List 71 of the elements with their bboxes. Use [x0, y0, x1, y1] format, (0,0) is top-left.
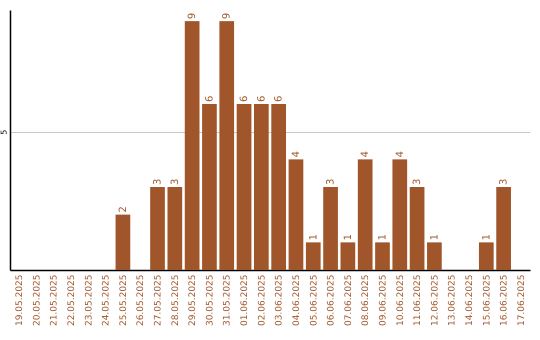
x-tick-label: 19.05.2025 — [15, 274, 26, 326]
bar — [427, 242, 442, 270]
bar — [340, 242, 356, 270]
x-tick-label: 01.06.2025 — [240, 274, 250, 326]
x-tick-label: 02.06.2025 — [257, 274, 268, 326]
data-label: 1 — [481, 234, 492, 240]
data-label: 6 — [274, 96, 285, 102]
data-label: 3 — [326, 178, 337, 186]
bar — [392, 159, 408, 270]
bar — [358, 159, 373, 270]
x-tick-label: 16.06.2025 — [500, 274, 510, 326]
x-tick-label: 06.06.2025 — [326, 274, 337, 326]
x-tick-label: 27.05.2025 — [154, 274, 164, 326]
bar — [150, 187, 165, 270]
bar — [306, 242, 321, 270]
x-tick-label: 24.05.2025 — [102, 274, 112, 326]
data-label: 6 — [204, 96, 216, 102]
x-tick-label: 09.06.2025 — [378, 274, 388, 326]
x-tick-label: 17.06.2025 — [516, 274, 527, 326]
x-tick-label: 07.06.2025 — [344, 274, 354, 326]
bar — [167, 187, 182, 270]
x-tick-label: 29.05.2025 — [188, 274, 198, 326]
bar — [271, 104, 286, 270]
x-tick-label: 31.05.2025 — [222, 274, 233, 326]
data-label: 4 — [394, 150, 406, 158]
x-tick-label: 30.05.2025 — [205, 274, 216, 326]
x-tick-label: 05.06.2025 — [309, 274, 320, 326]
x-tick-label: 08.06.2025 — [361, 274, 372, 326]
x-tick-label: 14.06.2025 — [465, 274, 475, 326]
bar — [219, 21, 234, 270]
data-label: 1 — [377, 234, 388, 240]
x-tick-label: 10.06.2025 — [396, 274, 406, 326]
data-label: 3 — [152, 178, 164, 186]
data-label: 3 — [412, 178, 424, 186]
x-tick-label: 13.06.2025 — [448, 274, 458, 326]
data-label: 1 — [429, 234, 440, 240]
data-label: 6 — [256, 96, 268, 102]
x-tick-label: 25.05.2025 — [118, 274, 129, 326]
data-label: 2 — [118, 206, 129, 213]
x-tick-label: 21.05.2025 — [50, 274, 60, 326]
data-label: 9 — [222, 12, 233, 20]
bar — [254, 104, 269, 270]
bar — [184, 21, 200, 270]
data-label: 6 — [239, 96, 250, 102]
data-label: 1 — [342, 234, 354, 240]
x-tick-label: 26.05.2025 — [136, 274, 146, 326]
x-tick-label: 15.06.2025 — [482, 274, 492, 326]
bar — [410, 187, 424, 270]
data-label: 9 — [187, 12, 198, 20]
bar — [478, 242, 494, 270]
x-tick-label: 03.06.2025 — [274, 274, 285, 326]
data-label: 4 — [290, 150, 302, 158]
x-tick-label: 12.06.2025 — [430, 274, 440, 326]
x-tick-label: 20.05.2025 — [32, 274, 42, 326]
bar — [236, 104, 252, 270]
bar — [496, 187, 511, 270]
bar — [323, 187, 338, 270]
x-tick-label: 11.06.2025 — [413, 274, 424, 326]
x-tick-label: 23.05.2025 — [84, 274, 94, 326]
bar — [288, 159, 304, 270]
data-label: 3 — [498, 178, 510, 186]
data-label: 4 — [360, 150, 372, 158]
bar — [202, 104, 217, 270]
y-tick-label: 5 — [0, 130, 8, 135]
x-tick-label: 28.05.2025 — [170, 274, 181, 326]
data-label: 3 — [170, 178, 181, 186]
bar — [116, 214, 130, 270]
x-tick-label: 22.05.2025 — [67, 274, 77, 326]
data-label: 1 — [308, 234, 320, 240]
bar — [375, 242, 390, 270]
x-tick-label: 04.06.2025 — [292, 274, 302, 326]
